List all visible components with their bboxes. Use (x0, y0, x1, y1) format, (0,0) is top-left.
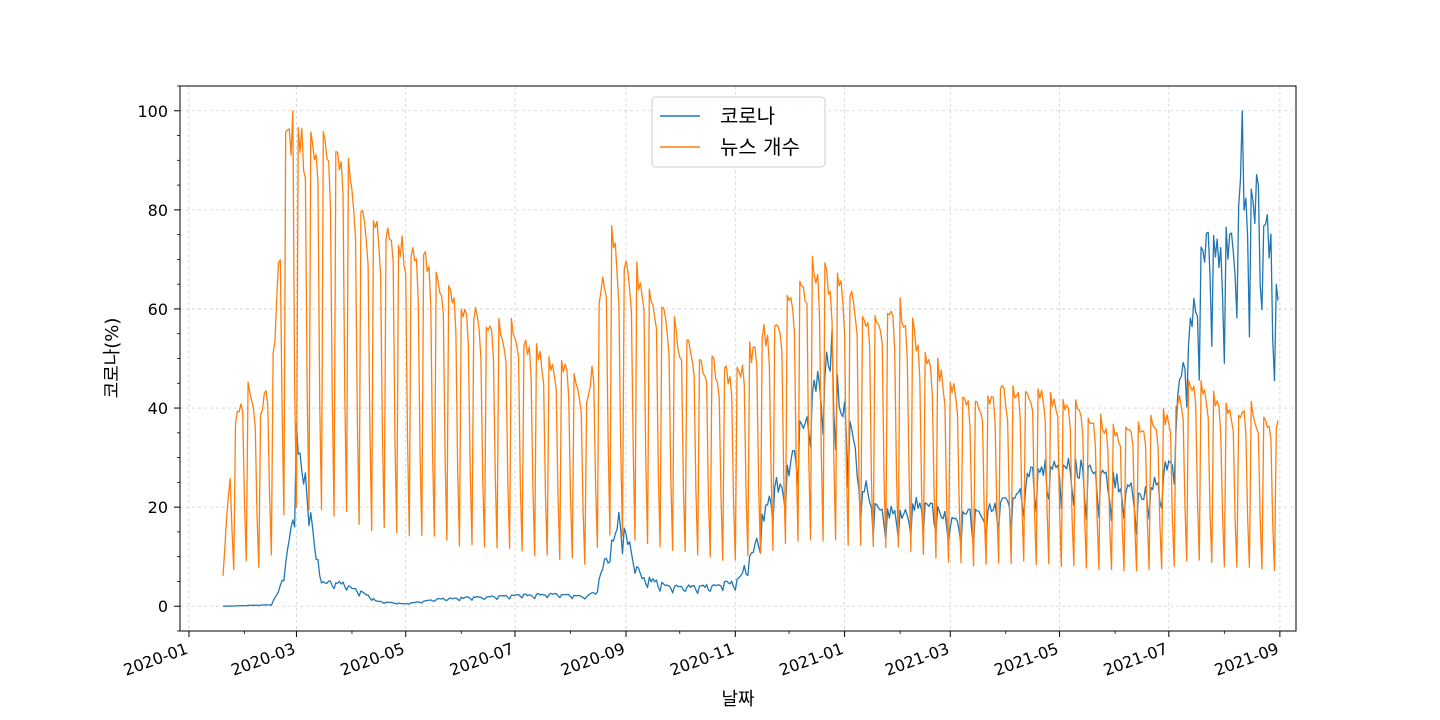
legend-box (651, 96, 826, 168)
x-tick-label: 2020-11 (667, 639, 736, 680)
x-tick-label: 2020-01 (121, 639, 190, 680)
x-tick-label: 2020-09 (558, 639, 627, 680)
x-tick-label: 2021-01 (777, 639, 846, 680)
x-tick-label: 2020-03 (228, 639, 297, 680)
x-tick-label: 2021-05 (992, 639, 1061, 680)
x-tick-label: 2021-09 (1212, 639, 1281, 680)
x-tick-label: 2021-07 (1101, 639, 1170, 680)
legend-label-corona: 코로나 (720, 104, 775, 128)
y-axis-label: 코로나(%) (102, 318, 123, 399)
x-tick-label: 2020-05 (338, 639, 407, 680)
plot-area (222, 110, 1279, 607)
y-axis: 0 20 40 60 80 100 (137, 85, 180, 632)
y-tick-label: 20 (148, 498, 168, 517)
y-tick-label: 100 (137, 102, 168, 121)
y-tick-label: 80 (148, 201, 168, 220)
y-tick-label: 40 (148, 399, 168, 418)
x-axis-label: 날짜 (721, 689, 755, 710)
series-line-corona (222, 110, 1279, 607)
series-line-news-count (222, 110, 1279, 576)
x-axis: 2020-01 2020-03 2020-05 2020-07 2020-09 2020-… (121, 631, 1281, 680)
x-tick-label: 2020-07 (447, 639, 516, 680)
legend-label-news-count: 뉴스 개수 (720, 135, 800, 159)
legend: 코로나 뉴스 개수 (651, 96, 826, 168)
y-tick-label: 60 (148, 300, 168, 319)
y-tick-label: 0 (158, 597, 168, 616)
x-tick-label: 2021-03 (882, 639, 951, 680)
